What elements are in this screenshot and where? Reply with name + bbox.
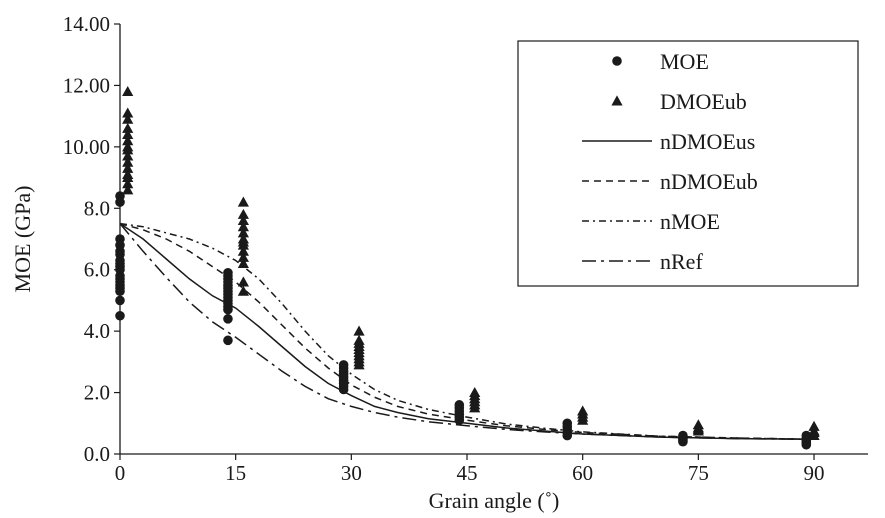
data-point-moe [223,336,233,346]
data-point-moe [802,440,812,450]
y-tick-label: 10.00 [63,135,110,159]
data-point-dmoeub [122,86,133,96]
y-tick-label: 2.0 [84,381,110,405]
legend: MOE DMOEub nDMOEus nDMOEub nMOE nRef [518,41,858,286]
data-point-moe [115,311,125,321]
x-tick-label: 15 [225,461,246,485]
y-tick-label: 14.00 [63,12,110,36]
data-point-dmoeub [238,276,249,286]
legend-label: nRef [660,249,703,274]
y-tick-label: 6.0 [84,258,110,282]
y-tick-label: 0.0 [84,442,110,466]
legend-label: DMOEub [660,89,747,114]
x-tick-label: 45 [457,461,478,485]
y-tick-label: 8.0 [84,196,110,220]
legend-label: MOE [660,49,709,74]
x-tick-label: 0 [115,461,126,485]
x-tick-label: 30 [341,461,362,485]
data-point-moe [115,286,125,296]
y-axis-title: MOE (GPa) [10,186,35,293]
legend-marker-moe [612,56,622,66]
data-point-moe [223,305,233,315]
legend-label: nDMOEus [660,129,755,154]
y-tick-label: 12.00 [63,73,110,97]
data-point-dmoeub [353,326,364,336]
data-point-moe [115,296,125,306]
data-point-moe [454,415,464,425]
legend-label: nMOE [660,209,720,234]
data-point-dmoeub [238,197,249,207]
y-tick-label: 4.0 [84,319,110,343]
legend-label: nDMOEub [660,169,758,194]
x-axis-title: Grain angle (˚) [429,488,560,513]
x-tick-label: 90 [804,461,825,485]
data-point-moe [223,314,233,324]
data-point-moe [562,431,572,441]
data-point-moe [115,197,125,207]
data-point-moe [678,437,688,447]
x-tick-label: 75 [688,461,709,485]
data-point-moe [339,385,349,395]
data-point-dmoeub [238,286,249,296]
x-tick-label: 60 [572,461,593,485]
